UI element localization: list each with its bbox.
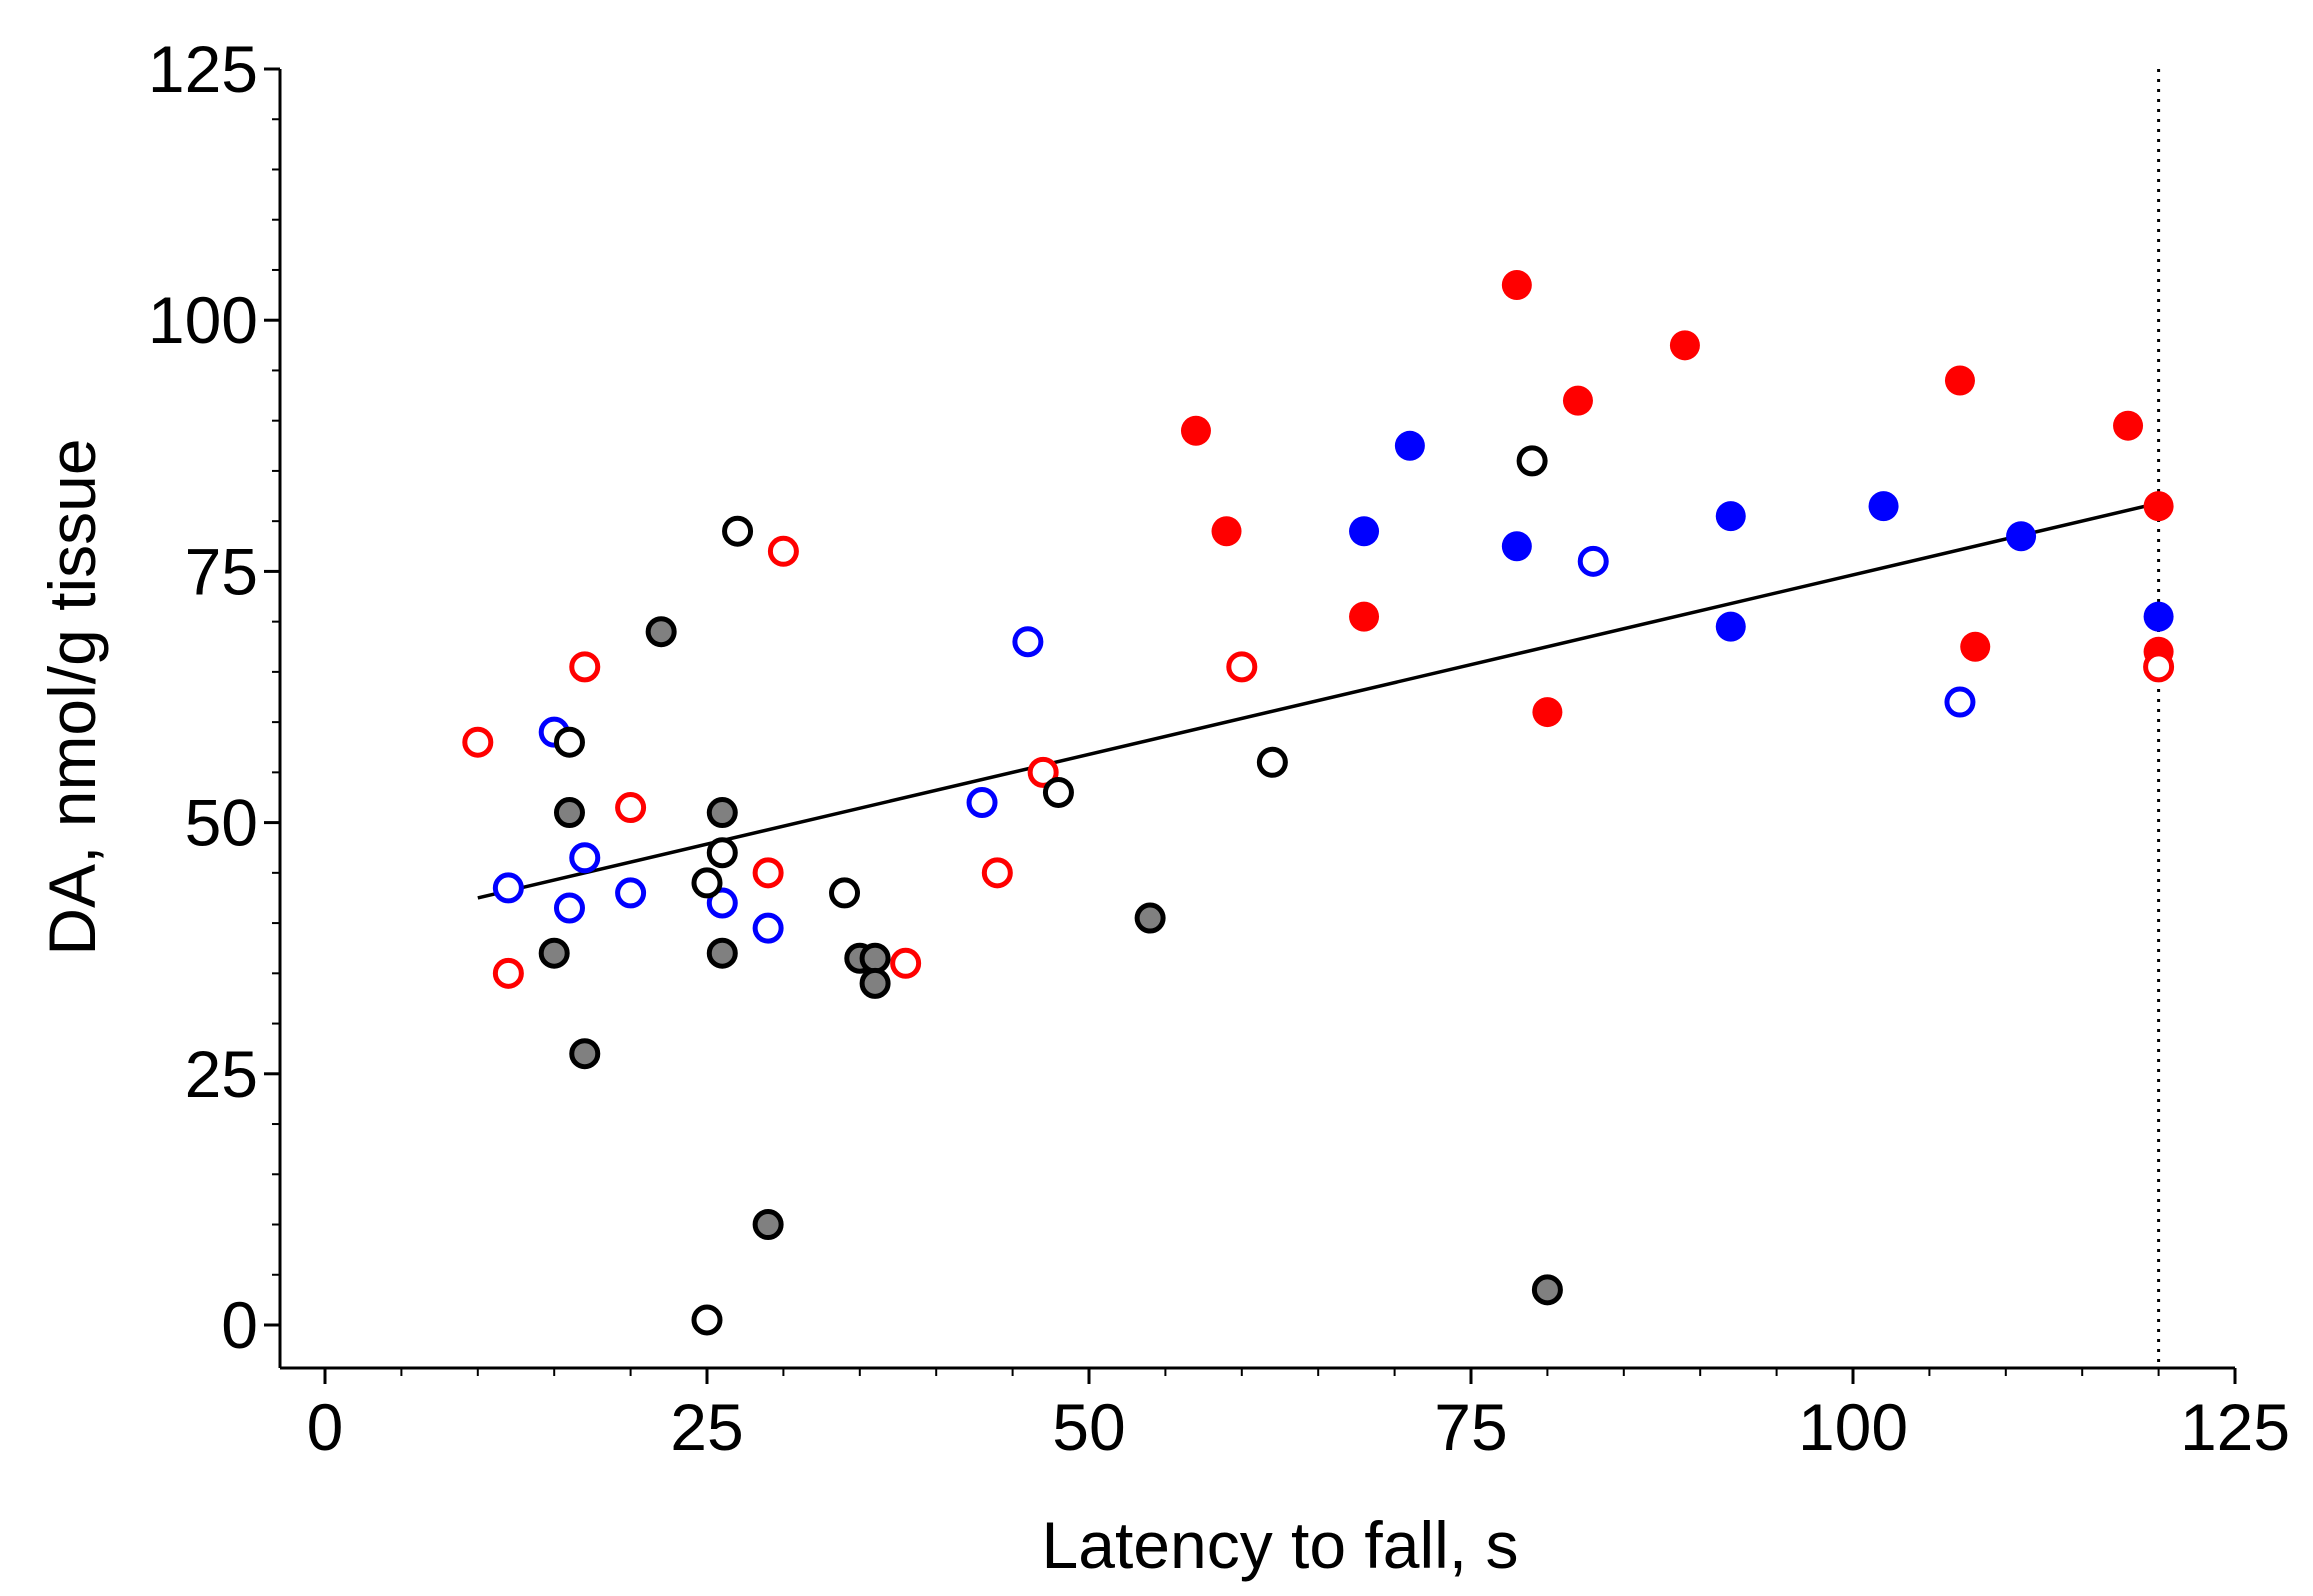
data-point <box>1715 611 1746 642</box>
data-point <box>859 942 891 974</box>
data-point <box>1532 697 1563 728</box>
data-points <box>462 270 2175 1336</box>
data-point <box>890 947 922 979</box>
series-black-open <box>553 445 1548 1336</box>
data-point <box>1256 746 1288 778</box>
y-tick-label: 0 <box>221 1288 258 1362</box>
major-ticks <box>264 67 2237 1384</box>
data-point <box>1715 501 1746 532</box>
data-point <box>1531 1274 1563 1306</box>
data-point <box>1944 686 1976 718</box>
series-red-filled <box>1180 270 2174 728</box>
data-point <box>752 912 784 944</box>
data-point <box>691 1304 723 1336</box>
data-point <box>859 967 891 999</box>
data-point <box>1226 651 1258 683</box>
data-point <box>1516 445 1548 477</box>
y-tick-label: 25 <box>185 1037 258 1111</box>
data-point <box>553 726 585 758</box>
data-point <box>1501 531 1532 562</box>
data-point <box>1577 545 1609 577</box>
series-red-open <box>462 535 2175 989</box>
x-tick-label: 125 <box>2180 1390 2290 1464</box>
x-tick-label: 75 <box>1434 1390 1507 1464</box>
x-tick-label: 100 <box>1798 1390 1908 1464</box>
minor-ticks <box>272 118 2160 1376</box>
data-point <box>1944 365 1975 396</box>
data-point <box>615 877 647 909</box>
data-point <box>2143 491 2174 522</box>
data-point <box>2006 521 2037 552</box>
series-blue-open <box>492 545 1976 944</box>
data-point <box>1349 516 1380 547</box>
data-point <box>829 877 861 909</box>
data-point <box>2143 651 2175 683</box>
y-tick-label: 125 <box>148 32 258 106</box>
data-point <box>645 616 677 648</box>
data-point <box>1027 756 1059 788</box>
data-point <box>752 1209 784 1241</box>
trend-line <box>477 501 2160 900</box>
data-point <box>1669 330 1700 361</box>
data-point <box>492 872 524 904</box>
data-point <box>1012 626 1044 658</box>
data-point <box>1349 601 1380 632</box>
y-tick-label: 50 <box>185 786 258 860</box>
series-gray-filled <box>538 616 1563 1306</box>
data-point <box>553 797 585 829</box>
data-point <box>1394 430 1425 461</box>
data-point <box>1562 385 1593 416</box>
data-point <box>981 857 1013 889</box>
y-tick-label: 100 <box>148 283 258 357</box>
data-point <box>722 515 754 547</box>
series-blue-filled <box>1349 430 2174 642</box>
data-point <box>1960 631 1991 662</box>
data-point <box>462 726 494 758</box>
tick-labels: 0 25 50 75 100 125 0 25 50 75 100 125 <box>148 32 2290 1464</box>
data-point <box>2113 410 2144 441</box>
y-tick-label: 75 <box>185 534 258 608</box>
x-tick-label: 50 <box>1052 1390 1125 1464</box>
x-tick-label: 25 <box>670 1390 743 1464</box>
data-point <box>1211 516 1242 547</box>
data-point <box>569 842 601 874</box>
data-point <box>492 957 524 989</box>
axes <box>278 69 2235 1370</box>
data-point <box>2143 601 2174 632</box>
data-point <box>752 857 784 889</box>
data-point <box>706 937 738 969</box>
x-tick-label: 0 <box>307 1390 344 1464</box>
data-point <box>1868 491 1899 522</box>
data-point <box>706 797 738 829</box>
y-axis-label: DA, nmol/g tissue <box>35 438 109 955</box>
data-point <box>615 792 647 824</box>
data-point <box>1042 776 1074 808</box>
data-point <box>1134 902 1166 934</box>
data-point <box>1501 270 1532 301</box>
data-point <box>538 937 570 969</box>
data-point <box>966 787 998 819</box>
data-point <box>553 892 585 924</box>
data-point <box>767 535 799 567</box>
data-point <box>691 867 723 899</box>
data-point <box>1180 415 1211 446</box>
data-point <box>569 1038 601 1070</box>
x-axis-label: Latency to fall, s <box>1042 1508 1519 1582</box>
data-point <box>569 651 601 683</box>
data-point <box>706 887 738 919</box>
data-point <box>706 837 738 869</box>
